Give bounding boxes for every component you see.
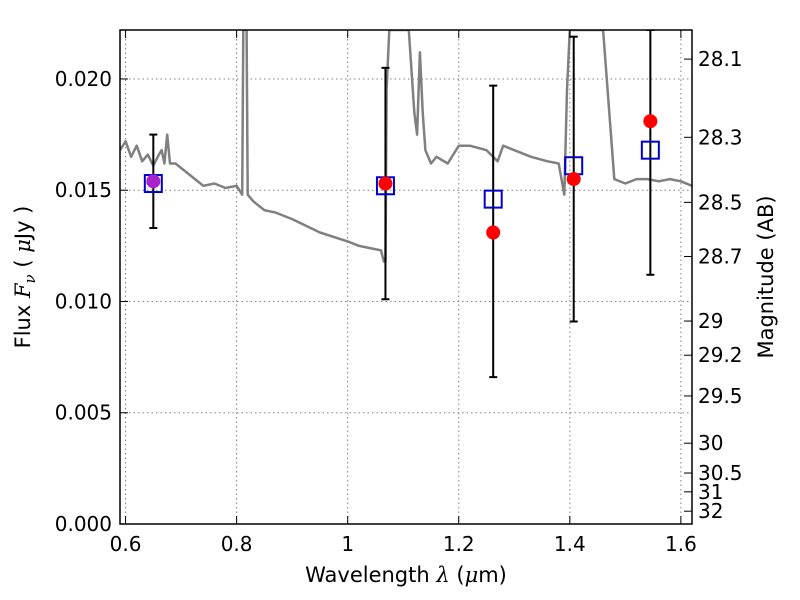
observed-flux-point (566, 172, 581, 187)
x-axis-label: Wavelength λ (μm) (305, 563, 507, 587)
x-tick-label: 1 (341, 532, 354, 556)
x-tick-label: 1.2 (443, 532, 475, 556)
y-tick-label: 0.005 (55, 401, 112, 425)
plot-area (120, 30, 692, 524)
observed-flux-point (378, 176, 393, 191)
y-axis-label: Flux Fν ( μJy ) (11, 206, 39, 349)
y2-tick-label: 30.5 (698, 461, 743, 485)
y2-tick-label: 29 (698, 309, 723, 333)
observed-flux-point (643, 114, 658, 129)
observed-flux-point (486, 225, 501, 240)
y2-tick-label: 28.3 (698, 125, 743, 149)
data-layer (120, 30, 692, 379)
y-tick-label: 0.010 (55, 289, 112, 313)
x-tick-label: 1.4 (554, 532, 586, 556)
model-photometry-square (483, 189, 503, 209)
y2-tick-label: 30 (698, 431, 723, 455)
x-tick-label: 1.6 (665, 532, 697, 556)
y2-tick-label: 28.1 (698, 47, 743, 71)
x-tick-label: 0.8 (221, 532, 253, 556)
axes: 0.6 0.8 1 1.2 1.4 1.6 0.000 0.005 0.010 0.015 0.02… (55, 30, 743, 556)
model-spectrum-line (120, 30, 692, 263)
y-tick-label: 0.000 (55, 512, 112, 536)
x-tick-label: 0.6 (110, 532, 142, 556)
y-tick-label: 0.015 (55, 178, 112, 202)
y-tick-label: 0.020 (55, 67, 112, 91)
y2-tick-label: 32 (698, 499, 723, 523)
observed-flux-point (146, 174, 161, 189)
plot-frame (119, 29, 693, 525)
y2-tick-label: 29.5 (698, 384, 743, 408)
model-photometry-square (640, 140, 660, 160)
y2-tick-label: 28.7 (698, 244, 743, 268)
y2-tick-label: 31 (698, 480, 723, 504)
y2-tick-label: 28.5 (698, 190, 743, 214)
y2-axis-label: Magnitude (AB) (754, 195, 778, 358)
y2-tick-label: 29.2 (698, 343, 743, 367)
